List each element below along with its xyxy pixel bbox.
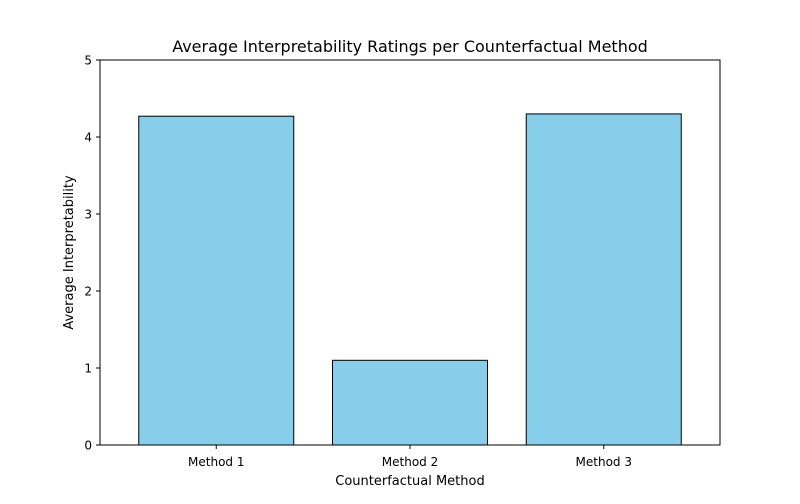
bar-method-3 [525,113,682,446]
y-tick-label: 3 [84,208,92,222]
bar-method-1 [138,115,295,446]
x-axis: Method 1 Method 2 Method 3 [188,445,632,469]
chart-title: Average Interpretability Ratings per Cou… [172,37,648,56]
y-tick-label: 0 [84,439,92,453]
y-tick-label: 1 [84,362,92,376]
y-axis: 0 1 2 3 4 5 [84,54,100,453]
y-axis-label: Average Interpretability [62,175,77,330]
y-tick-label: 5 [84,54,92,68]
x-tick-label: Method 3 [576,455,632,469]
x-tick-label: Method 1 [188,455,244,469]
bar-method-2 [332,359,488,446]
bars-group [138,113,682,446]
plot-frame [99,59,721,446]
x-axis-label: Counterfactual Method [335,474,484,489]
y-tick-label: 4 [84,131,92,145]
y-tick-label: 2 [84,285,92,299]
x-tick-label: Method 2 [382,455,438,469]
